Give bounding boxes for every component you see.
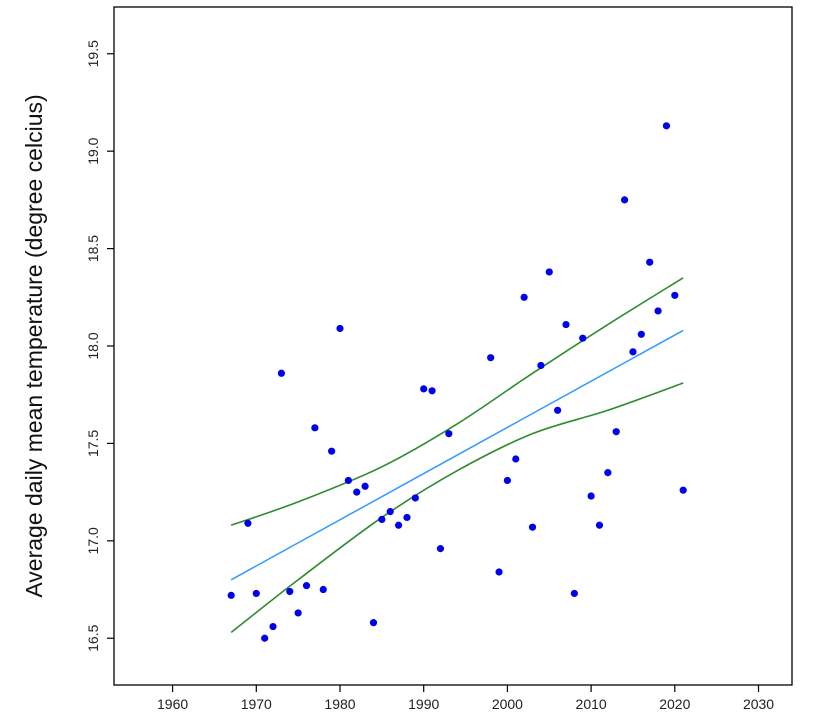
data-point: [545, 268, 553, 276]
data-point: [604, 469, 612, 477]
data-point: [269, 622, 277, 631]
y-tick-label: 18.0: [85, 332, 101, 359]
x-tick-label: 2000: [492, 696, 523, 712]
x-tick-label: 2020: [659, 696, 690, 712]
x-tick-label: 1970: [241, 696, 272, 712]
data-point: [420, 385, 428, 393]
y-tick-label: 17.5: [85, 430, 101, 457]
data-point: [537, 361, 545, 370]
data-point: [528, 523, 537, 531]
lower-confidence-curve: [230, 382, 684, 634]
data-point: [277, 369, 286, 377]
data-point: [579, 334, 587, 342]
data-point: [637, 330, 645, 338]
y-axis-title: Average daily mean temperature (degree c…: [21, 94, 47, 597]
y-tick-label: 18.5: [85, 235, 101, 262]
data-point: [512, 455, 520, 463]
upper-confidence-curve: [230, 277, 684, 526]
y-axis-ticks: 16.5 17.0 17.5 18.0 18.5 19.0 19.5: [85, 40, 114, 652]
data-point: [353, 488, 361, 496]
data-point: [595, 521, 604, 529]
data-point: [344, 476, 352, 485]
y-tick-label: 16.5: [85, 624, 101, 651]
data-point: [244, 519, 252, 527]
data-point: [620, 196, 629, 204]
data-point: [302, 582, 311, 590]
data-point: [562, 320, 570, 329]
plot-frame: [113, 6, 793, 686]
data-point: [378, 515, 386, 523]
data-point: [394, 521, 403, 529]
data-point: [227, 591, 235, 599]
data-point: [286, 587, 294, 596]
x-tick-label: 2010: [576, 696, 607, 712]
data-point: [570, 589, 578, 598]
x-tick-label: 1980: [324, 696, 355, 712]
data-point: [654, 307, 662, 315]
data-point: [554, 406, 562, 414]
data-point: [629, 348, 637, 356]
x-tick-label: 2030: [743, 696, 774, 712]
data-point: [336, 324, 344, 333]
data-point: [612, 428, 620, 436]
x-tick-label: 1990: [408, 696, 439, 712]
data-point: [294, 609, 302, 617]
data-point: [252, 589, 260, 598]
data-point: [520, 293, 528, 301]
y-tick-label: 19.0: [85, 137, 101, 164]
y-tick-label: 17.0: [85, 527, 101, 554]
data-point: [369, 619, 378, 627]
x-tick-label: 1960: [157, 696, 188, 712]
data-point: [503, 476, 512, 485]
data-point: [403, 513, 411, 522]
data-point: [311, 424, 319, 432]
data-point: [662, 122, 671, 130]
data-point: [587, 492, 595, 500]
x-axis-ticks: 1960 1970 1980 1990 2000 2010 2020 2030: [157, 685, 774, 712]
data-point: [428, 387, 436, 395]
data-point: [386, 508, 394, 516]
data-point: [361, 482, 369, 490]
data-point: [495, 568, 503, 576]
data-point: [679, 486, 687, 494]
y-tick-label: 19.5: [85, 40, 101, 67]
data-point: [328, 447, 336, 455]
data-point: [487, 354, 495, 362]
data-point: [436, 545, 445, 553]
regression-line: [230, 329, 684, 581]
data-point: [261, 634, 269, 642]
data-point: [411, 494, 419, 502]
data-point: [646, 258, 654, 266]
series-layer: [227, 122, 687, 642]
data-point: [445, 430, 453, 438]
data-point: [671, 291, 679, 299]
data-point: [319, 585, 327, 594]
